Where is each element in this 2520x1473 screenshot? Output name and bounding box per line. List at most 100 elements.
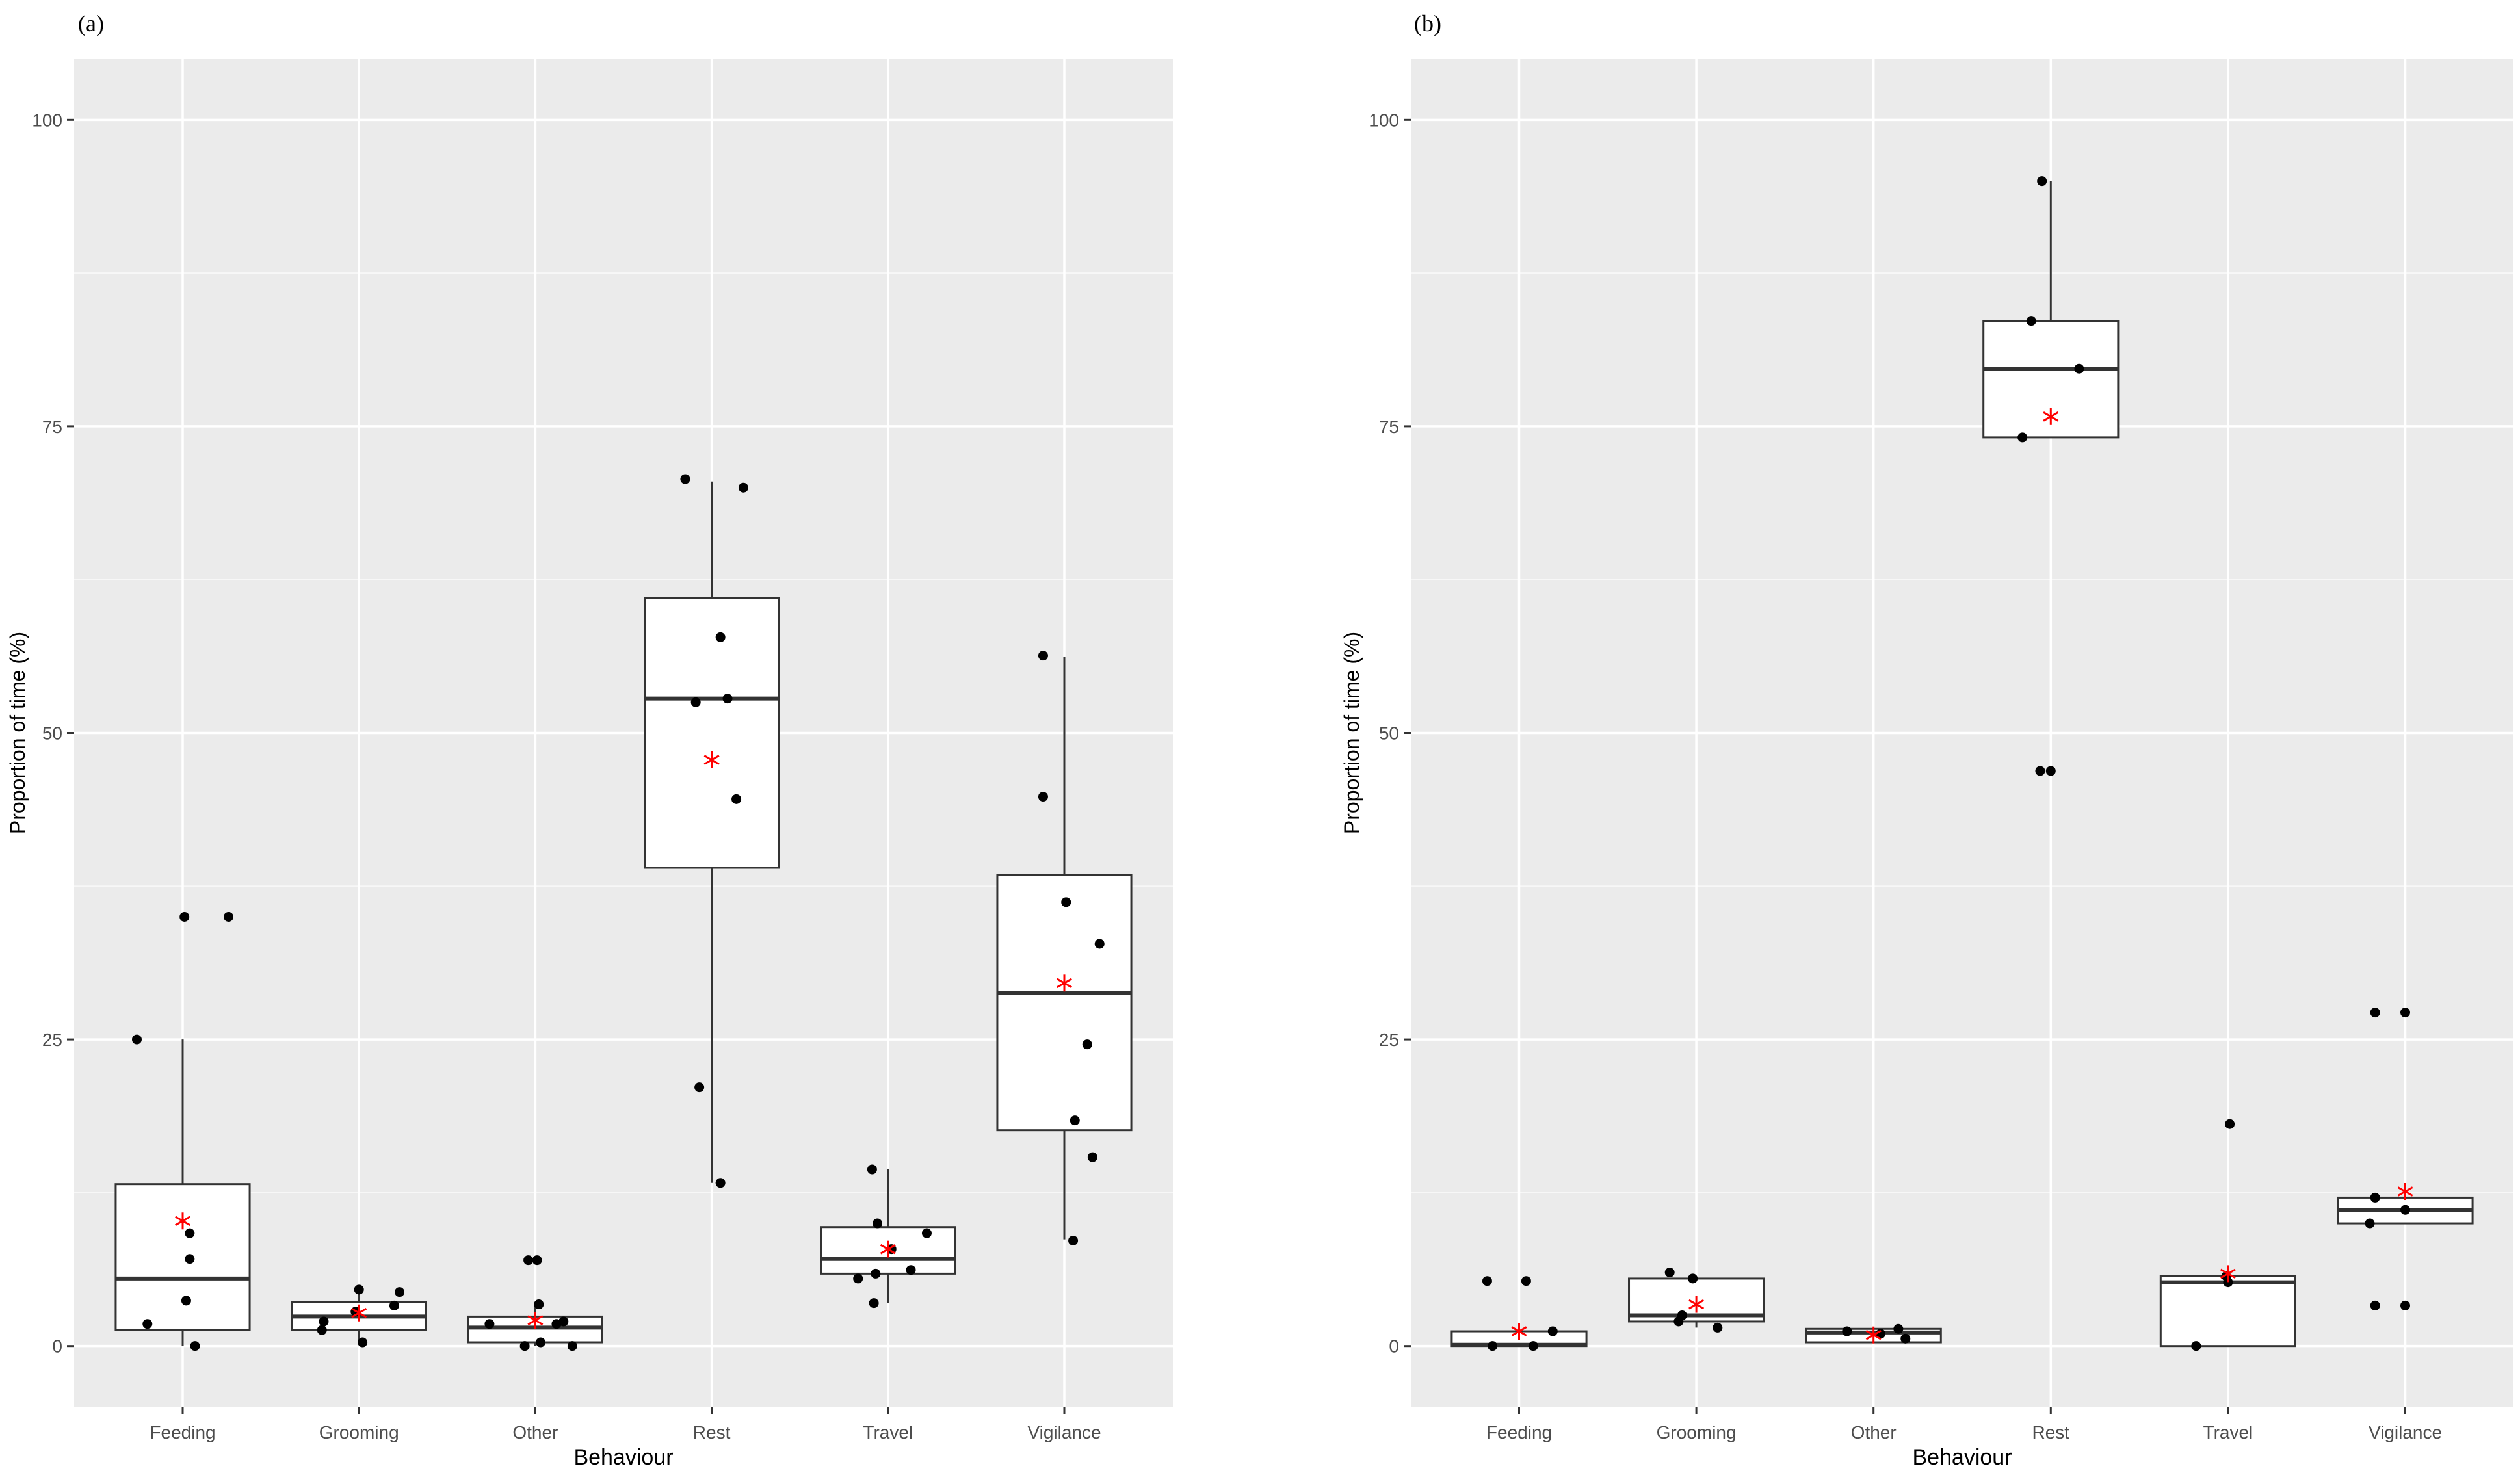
- mean-marker-rest: [703, 751, 720, 768]
- data-point: [722, 694, 733, 704]
- mean-marker-travel: [2220, 1265, 2236, 1283]
- data-point: [690, 697, 701, 707]
- data-point: [715, 1178, 726, 1188]
- data-point: [389, 1300, 399, 1310]
- mean-marker-stroke: [527, 1315, 544, 1325]
- data-point: [185, 1254, 195, 1264]
- data-point: [1688, 1273, 1698, 1284]
- data-point: [181, 1296, 191, 1306]
- mean-marker-stroke: [351, 1307, 367, 1318]
- mean-marker-stroke: [703, 755, 720, 765]
- data-point: [523, 1255, 534, 1266]
- box-vigilance: [996, 657, 1133, 1240]
- data-point: [2370, 1192, 2380, 1203]
- x-tick-label-travel: Travel: [863, 1422, 913, 1442]
- mean-marker-travel: [880, 1240, 896, 1258]
- data-point: [1068, 1235, 1079, 1245]
- mean-marker-stroke: [2043, 411, 2059, 422]
- x-tick-label-feeding: Feeding: [1486, 1422, 1552, 1442]
- data-point: [534, 1299, 544, 1310]
- x-axis-title: Behaviour: [1912, 1445, 2012, 1470]
- data-point: [190, 1341, 200, 1351]
- y-tick-label: 0: [52, 1336, 62, 1357]
- mean-marker-stroke: [1511, 1326, 1527, 1336]
- x-tick-label-travel: Travel: [2203, 1422, 2253, 1442]
- y-tick-label: 25: [1379, 1030, 1399, 1050]
- data-point: [1038, 792, 1048, 802]
- data-point: [867, 1164, 877, 1175]
- data-point: [2074, 363, 2084, 374]
- data-point: [358, 1337, 368, 1348]
- box-iqr: [996, 874, 1133, 1132]
- data-point: [2400, 1205, 2410, 1215]
- data-point: [1038, 651, 1048, 661]
- data-point: [354, 1284, 364, 1295]
- data-point: [142, 1319, 153, 1329]
- data-point: [1547, 1326, 1558, 1336]
- y-tick-label: 50: [1379, 723, 1399, 744]
- data-point: [871, 1268, 881, 1279]
- data-point: [2370, 1008, 2380, 1018]
- data-point: [1482, 1276, 1492, 1286]
- data-point: [1087, 1152, 1097, 1162]
- mean-marker-rest: [2043, 408, 2059, 425]
- data-point: [224, 911, 234, 922]
- data-point: [2026, 316, 2036, 326]
- x-tick-label-grooming: Grooming: [319, 1422, 399, 1442]
- data-point: [532, 1255, 542, 1266]
- mean-marker-feeding: [174, 1212, 191, 1230]
- box-iqr: [114, 1183, 251, 1331]
- panel-a: 0 25 50 75 100 Feeding Grooming Other Rest Travel…: [6, 10, 1173, 1470]
- data-point: [1528, 1341, 1538, 1351]
- x-tick-label-rest: Rest: [693, 1422, 731, 1442]
- data-point: [2225, 1119, 2235, 1129]
- data-point: [2370, 1300, 2380, 1310]
- panel-label: (b): [1414, 10, 1441, 36]
- data-point: [2037, 176, 2047, 187]
- data-point: [680, 474, 690, 484]
- mean-marker-grooming: [351, 1304, 367, 1322]
- y-axis-title: Proportion of time (%): [1340, 632, 1363, 834]
- data-point: [715, 632, 726, 642]
- y-tick-label: 25: [42, 1030, 62, 1050]
- box-rest: [644, 481, 780, 1183]
- data-point: [2400, 1300, 2410, 1310]
- data-point: [1900, 1333, 1911, 1344]
- mean-marker-other: [1865, 1326, 1882, 1344]
- data-point: [2191, 1341, 2201, 1351]
- x-tick-label-other: Other: [1851, 1422, 1897, 1442]
- mean-marker-feeding: [1511, 1323, 1527, 1340]
- data-point: [906, 1265, 916, 1275]
- x-tick-label-other: Other: [512, 1422, 558, 1442]
- data-point: [2223, 1277, 2233, 1288]
- data-point: [731, 794, 742, 804]
- mean-marker-vigilance: [2397, 1183, 2413, 1200]
- mean-marker-stroke: [1056, 978, 1073, 989]
- data-point: [2045, 766, 2056, 776]
- box-iqr: [644, 597, 780, 869]
- mean-marker-stroke: [880, 1244, 896, 1255]
- data-point: [853, 1273, 863, 1284]
- data-point: [185, 1228, 195, 1238]
- data-point: [1070, 1115, 1080, 1126]
- data-point: [2017, 432, 2028, 443]
- data-point: [921, 1228, 932, 1238]
- x-tick-label-vigilance: Vigilance: [1027, 1422, 1101, 1442]
- box-feeding: [114, 1039, 251, 1346]
- data-point: [1673, 1316, 1684, 1327]
- data-point: [2035, 766, 2045, 776]
- y-tick-label: 75: [1379, 417, 1399, 437]
- data-point: [1488, 1341, 1498, 1351]
- data-point: [519, 1341, 530, 1351]
- data-point: [1842, 1326, 1852, 1336]
- x-tick-label-feeding: Feeding: [150, 1422, 215, 1442]
- data-point: [551, 1319, 562, 1329]
- panel-label: (a): [78, 10, 104, 36]
- data-point: [131, 1034, 142, 1045]
- data-point: [2365, 1218, 2375, 1229]
- y-tick-label: 0: [1389, 1336, 1399, 1357]
- mean-marker-stroke: [174, 1216, 191, 1227]
- data-point: [2400, 1008, 2410, 1018]
